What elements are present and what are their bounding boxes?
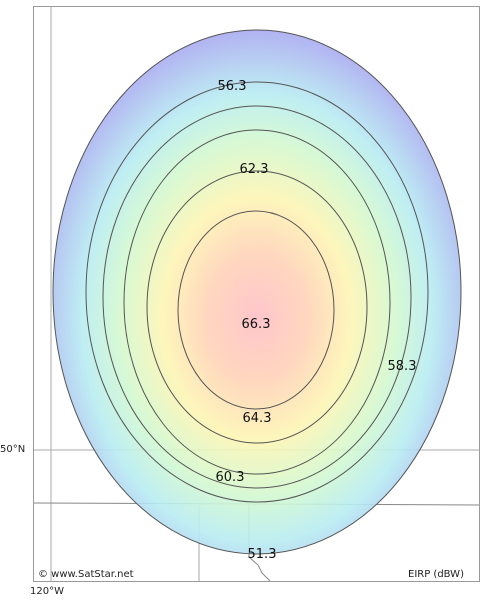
contour-label-66-3: 66.3: [242, 317, 271, 332]
credit-text[interactable]: © www.SatStar.net: [38, 569, 134, 580]
contour-label-62-3: 62.3: [240, 162, 269, 177]
contour-label-64-3: 64.3: [243, 411, 272, 426]
contour-56-3: [85, 81, 429, 503]
contour-label-51-3: 51.3: [248, 547, 277, 562]
units-label: EIRP (dBW): [408, 569, 464, 580]
map-frame: 51.3 56.3 58.3 60.3 62.3 64.3 66.3: [33, 6, 480, 582]
contour-58-3: [102, 105, 412, 489]
contour-label-58-3: 58.3: [388, 359, 417, 374]
contour-60-3: [123, 129, 391, 475]
latitude-label: 50°N: [0, 444, 26, 455]
contour-label-56-3: 56.3: [218, 79, 247, 94]
contour-62-3: [146, 170, 368, 444]
beam-fill: [53, 30, 461, 554]
contour-label-60-3: 60.3: [216, 470, 245, 485]
eirp-footprint-map: 51.3 56.3 58.3 60.3 62.3 64.3 66.3: [34, 7, 479, 581]
contour-64-3: [177, 210, 335, 410]
longitude-label: 120°W: [30, 586, 64, 597]
contour-51-3: [52, 29, 462, 555]
